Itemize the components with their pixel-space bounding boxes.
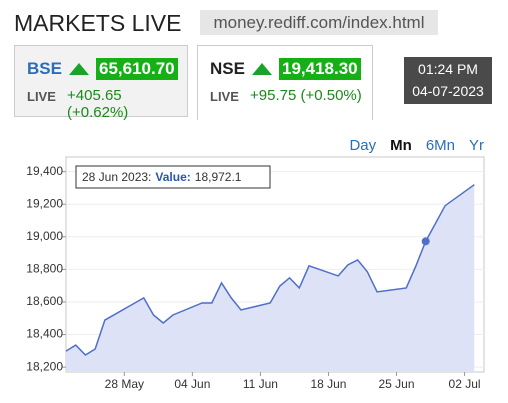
period-link[interactable]: 6Mn	[425, 137, 455, 154]
y-tick-label: 19,200	[26, 196, 63, 210]
up-arrow	[69, 63, 89, 75]
clock: 01:24 PM 04-07-2023	[404, 57, 492, 104]
period-link[interactable]: Yr	[469, 137, 484, 154]
url-bar[interactable]: money.rediff.com/index.html	[200, 10, 438, 35]
up-arrow	[252, 63, 272, 75]
tooltip-key: Value:	[155, 170, 190, 184]
page-title: MARKETS LIVE	[14, 10, 182, 36]
period-link[interactable]: Day	[349, 137, 377, 154]
y-tick-label: 18,400	[26, 327, 63, 341]
x-tick-label: 28 May	[105, 377, 144, 391]
period-links: Day Mn 6Mn Yr	[335, 137, 484, 154]
x-tick-label: 25 Jun	[378, 377, 414, 391]
x-tick-label: 11 Jun	[243, 377, 278, 391]
tooltip-value: 18,972.1	[195, 170, 242, 184]
tooltip-box	[75, 165, 271, 189]
x-tick-label: 18 Jun	[310, 377, 346, 391]
chart: 18,200 18,400 18,600 18,800 19,000 19,200 19,4…	[26, 156, 485, 391]
index-name: NSE	[210, 59, 245, 78]
y-tick-label: 18,600	[26, 294, 63, 308]
date: 04-07-2023	[412, 83, 484, 99]
y-tick-label: 19,000	[26, 229, 63, 243]
index-value: 19,418.30	[279, 58, 361, 80]
change-text: +95.75 (+0.50%)	[250, 87, 362, 104]
index-value: 65,610.70	[96, 58, 178, 80]
y-tick-label: 18,200	[26, 359, 63, 373]
change-text: +405.65 (+0.62%)	[67, 87, 129, 121]
change: +405.65 (+0.62%)	[67, 87, 187, 121]
index-tab[interactable]: NSE 19,418.30 LIVE +95.75 (+0.50%)	[197, 45, 373, 120]
x-tick-label: 02 Jul	[449, 377, 481, 391]
tooltip: 28 Jun 2023: Value: 18,972.1	[82, 170, 242, 184]
change: +95.75 (+0.50%)	[250, 87, 362, 104]
status: LIVE	[210, 89, 239, 104]
status: LIVE	[27, 89, 56, 104]
period-link[interactable]: Mn	[390, 137, 412, 154]
y-tick-label: 19,400	[26, 164, 63, 178]
time: 01:24 PM	[418, 61, 478, 77]
x-tick-label: 04 Jun	[174, 377, 210, 391]
highlight-point	[421, 237, 430, 246]
index-tab[interactable]: BSE 65,610.70 LIVE +405.65 (+0.62%)	[14, 45, 188, 121]
line	[65, 184, 475, 357]
index-name: BSE	[27, 59, 62, 78]
tooltip-date: 28 Jun 2023:	[82, 170, 151, 184]
y-tick-label: 18,800	[26, 262, 63, 276]
area	[66, 184, 475, 372]
